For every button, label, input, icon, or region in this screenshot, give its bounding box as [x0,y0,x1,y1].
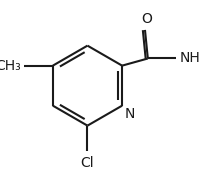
Text: N: N [125,107,135,121]
Text: O: O [141,12,152,26]
Text: NH₂: NH₂ [179,52,200,65]
Text: CH₃: CH₃ [0,59,21,73]
Text: Cl: Cl [81,156,94,170]
